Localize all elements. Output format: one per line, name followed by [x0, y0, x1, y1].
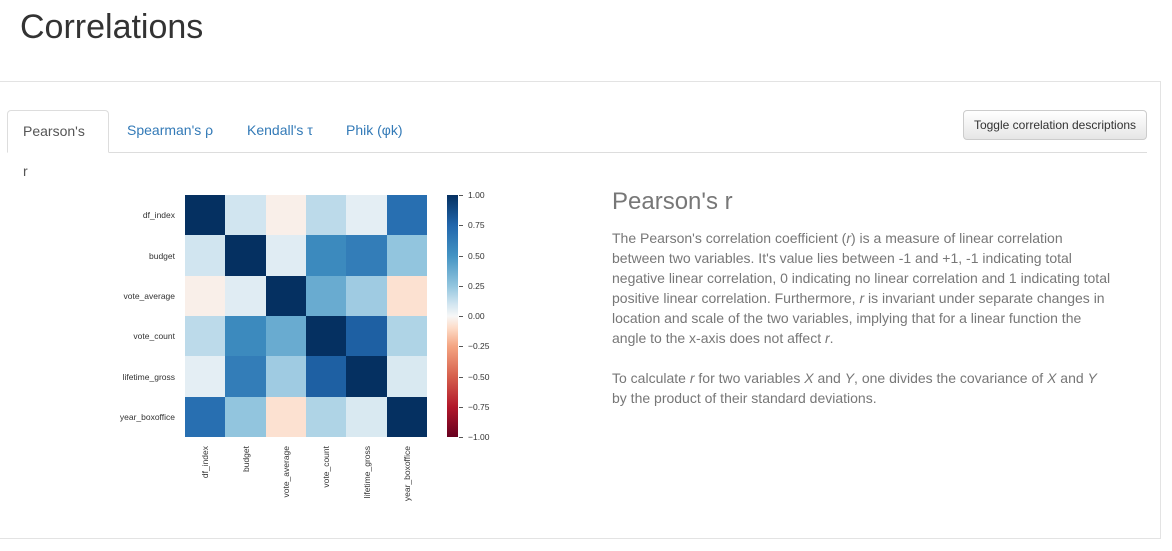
colorbar-tick	[459, 376, 463, 378]
heatmap-cell	[305, 235, 347, 276]
correlation-tabs: Pearson's r Spearman's ρ Kendall's τ Phi…	[7, 110, 1147, 179]
tab-pearson[interactable]: Pearson's r	[7, 110, 109, 179]
tab-kendall[interactable]: Kendall's τ	[247, 122, 313, 138]
heatmap-cell	[225, 396, 266, 437]
heatmap-cell	[346, 315, 387, 357]
heatmap-cell	[346, 396, 387, 437]
heatmap-cell	[265, 356, 306, 397]
column-label: lifetime_gross	[361, 446, 372, 499]
heatmap-cell	[225, 195, 266, 236]
heatmap-cell	[185, 275, 226, 316]
colorbar-tick-label: 1.00	[468, 190, 485, 200]
heatmap-cell	[265, 315, 306, 357]
colorbar-tick-label: −1.00	[468, 432, 490, 442]
colorbar-tick-label: 0.00	[468, 311, 485, 321]
heatmap-cell	[346, 275, 387, 316]
colorbar-tick-label: 0.75	[468, 220, 485, 231]
heatmap-cell	[265, 235, 306, 276]
heatmap-cell	[225, 235, 266, 276]
heatmap-cell	[185, 356, 226, 397]
row-label: df_index	[142, 210, 175, 221]
heatmap-cell	[386, 195, 427, 236]
description-paragraph-2: To calculate r for two variables X and Y…	[612, 370, 1097, 406]
tab-phik[interactable]: Phik (φk)	[346, 122, 403, 138]
colorbar-tick-label: −0.25	[468, 341, 490, 352]
colorbar-tick	[459, 195, 463, 196]
heatmap-cell	[305, 356, 347, 397]
colorbar-tick	[459, 285, 463, 287]
heatmap-cell	[346, 235, 387, 276]
heatmap-cell	[346, 356, 387, 397]
heatmap-cell	[386, 356, 427, 397]
row-label: budget	[149, 250, 175, 261]
row-label: vote_count	[133, 331, 175, 342]
description-paragraph-1: The Pearson's correlation coefficient (r…	[612, 230, 1111, 346]
heatmap-cell	[386, 315, 427, 357]
column-label: vote_average	[280, 446, 291, 498]
heatmap-cell	[185, 315, 226, 357]
heatmap-cell	[185, 396, 226, 437]
heatmap-cell	[386, 235, 427, 276]
colorbar	[447, 195, 458, 437]
colorbar-tick	[459, 316, 463, 317]
heatmap-cell	[386, 275, 427, 316]
heatmap-cell	[265, 275, 306, 316]
column-label: df_index	[200, 446, 211, 479]
colorbar-tick	[459, 406, 463, 408]
column-label: year_boxoffice	[401, 446, 412, 502]
correlation-heatmap	[185, 195, 427, 437]
column-label: budget	[240, 446, 251, 472]
colorbar-tick	[459, 437, 463, 438]
description-panel: Pearson's r The Pearson's correlation co…	[612, 188, 1112, 428]
heatmap-cell	[185, 195, 226, 236]
row-label: lifetime_gross	[122, 371, 175, 382]
toggle-descriptions-button[interactable]: Toggle correlation descriptions	[963, 110, 1147, 140]
colorbar-tick	[459, 346, 463, 348]
heatmap-cell	[305, 396, 347, 437]
colorbar-tick	[459, 225, 463, 227]
heatmap-cell	[265, 396, 306, 437]
heatmap-cell	[185, 235, 226, 276]
heatmap-cell	[305, 195, 347, 236]
colorbar-tick-label: 0.25	[468, 280, 485, 291]
page-title: Correlations	[20, 8, 204, 46]
heatmap-cell	[225, 315, 266, 357]
colorbar-tick-label: −0.75	[468, 401, 490, 412]
heatmap-cell	[305, 315, 347, 357]
heatmap-cell	[265, 195, 306, 236]
heatmap-cell	[305, 275, 347, 316]
description-title: Pearson's r	[612, 188, 733, 215]
heatmap-cell	[225, 356, 266, 397]
colorbar-tick	[459, 255, 463, 257]
correlations-panel	[0, 81, 1161, 539]
column-label: vote_count	[321, 446, 332, 488]
heatmap-cell	[346, 195, 387, 236]
row-label: vote_average	[123, 290, 175, 301]
tab-spearman[interactable]: Spearman's ρ	[127, 122, 214, 138]
colorbar-tick-label: 0.50	[468, 250, 485, 261]
heatmap-cell	[386, 396, 427, 437]
row-label: year_boxoffice	[119, 411, 175, 422]
heatmap-cell	[225, 275, 266, 316]
colorbar-tick-label: −0.50	[468, 371, 490, 382]
